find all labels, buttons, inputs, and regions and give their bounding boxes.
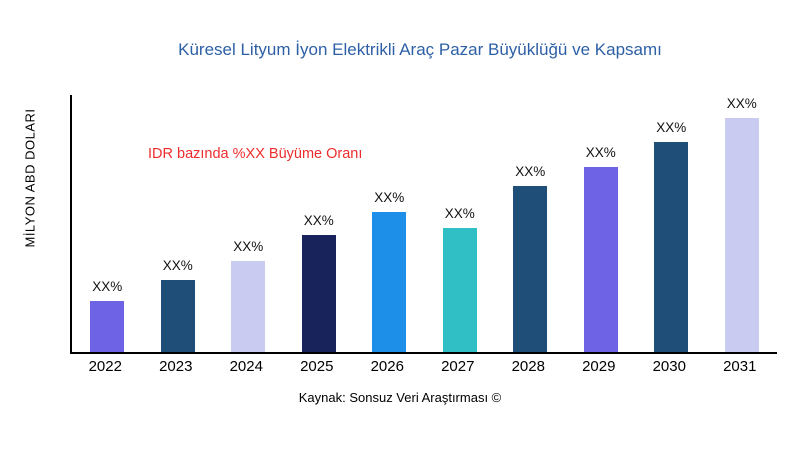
bar-slot-2026: XX% — [354, 95, 424, 352]
bar-2022 — [90, 300, 125, 352]
bar-slot-2028: XX% — [495, 95, 565, 352]
plot-area: XX% XX% XX% XX% XX% XX% XX% XX% XX% XX% — [70, 95, 777, 354]
growth-rate-annotation: IDR bazında %XX Büyüme Oranı — [148, 146, 363, 162]
x-tick-label-2026: 2026 — [370, 358, 404, 375]
bar-2030 — [654, 141, 689, 352]
bar-2025 — [301, 235, 336, 352]
x-tick-label-2031: 2031 — [723, 358, 757, 375]
bar-slot-2030: XX% — [636, 95, 706, 352]
bar-slot-2027: XX% — [425, 95, 495, 352]
bar-value-label: XX% — [656, 119, 687, 135]
bar-value-label: XX% — [303, 213, 334, 229]
x-tick-label-2023: 2023 — [159, 358, 193, 375]
bar-2031 — [724, 118, 759, 352]
x-tick-label-2024: 2024 — [229, 358, 263, 375]
bar-2023 — [160, 279, 195, 352]
x-axis-tick-labels: 2022 2023 2024 2025 2026 2027 2028 2029 2030 2031 — [70, 358, 775, 375]
bar-value-label: XX% — [726, 96, 757, 112]
bar-2029 — [583, 167, 618, 352]
bar-slot-2024: XX% — [213, 95, 283, 352]
bar-value-label: XX% — [444, 206, 475, 222]
bar-2026 — [372, 211, 407, 352]
source-caption: Kaynak: Sonsuz Veri Araştırması © — [298, 390, 502, 405]
bar-value-label: XX% — [374, 189, 405, 205]
bar-value-label: XX% — [233, 238, 264, 254]
bar-slot-2025: XX% — [284, 95, 354, 352]
bar-slot-2022: XX% — [72, 95, 142, 352]
bar-2028 — [513, 186, 548, 352]
x-tick-label-2029: 2029 — [582, 358, 616, 375]
x-tick-label-2028: 2028 — [511, 358, 545, 375]
bar-value-label: XX% — [585, 145, 616, 161]
bars-group: XX% XX% XX% XX% XX% XX% XX% XX% XX% XX% — [72, 95, 777, 352]
chart-title: Küresel Lityum İyon Elektrikli Araç Paza… — [178, 40, 662, 59]
x-tick-label-2025: 2025 — [300, 358, 334, 375]
bar-slot-2023: XX% — [143, 95, 213, 352]
x-tick-label-2022: 2022 — [88, 358, 122, 375]
bar-value-label: XX% — [162, 257, 193, 273]
y-axis-label: MİLYON ABD DOLARI — [22, 108, 38, 248]
x-tick-label-2027: 2027 — [441, 358, 475, 375]
x-tick-label-2030: 2030 — [652, 358, 686, 375]
bar-slot-2031: XX% — [707, 95, 777, 352]
bar-value-label: XX% — [92, 278, 123, 294]
bar-2024 — [231, 260, 266, 352]
bar-slot-2029: XX% — [566, 95, 636, 352]
bar-2027 — [442, 228, 477, 352]
bar-value-label: XX% — [515, 164, 546, 180]
